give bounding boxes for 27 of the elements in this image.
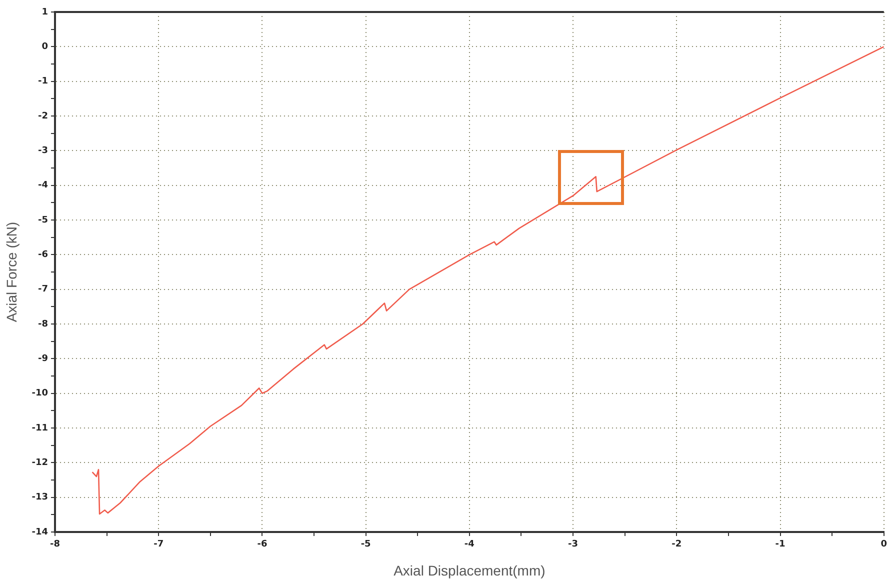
x-tick-label: -4 xyxy=(464,540,474,550)
x-tick-label: -8 xyxy=(50,540,60,550)
y-tick-label: 0 xyxy=(42,42,48,52)
x-tick-label: -2 xyxy=(672,540,682,550)
y-tick-label: -8 xyxy=(38,319,48,330)
y-tick-label: -5 xyxy=(38,215,48,226)
x-tick-label: -1 xyxy=(775,540,786,550)
x-axis-title: Axial Displacement(mm) xyxy=(394,562,546,578)
x-tick-label: -6 xyxy=(257,540,268,550)
y-tick-label: -14 xyxy=(32,527,48,538)
x-tick-label: 0 xyxy=(880,540,887,550)
y-tick-label: -12 xyxy=(32,458,48,468)
y-tick-label: -1 xyxy=(38,76,48,87)
x-tick-label: -7 xyxy=(154,540,164,550)
x-tick-label: -5 xyxy=(360,540,371,550)
y-axis-title: Axial Force (kN) xyxy=(3,222,20,322)
y-tick-label: -4 xyxy=(38,180,48,191)
y-tick-label: -9 xyxy=(38,354,48,364)
y-tick-label: -10 xyxy=(32,388,48,399)
y-tick-label: 1 xyxy=(42,7,48,18)
x-tick-label: -3 xyxy=(568,540,578,550)
y-tick-label: -2 xyxy=(38,111,48,122)
y-tick-label: -11 xyxy=(32,423,48,434)
y-tick-label: -6 xyxy=(38,250,48,260)
y-tick-label: -13 xyxy=(32,492,48,503)
y-tick-label: -3 xyxy=(38,146,48,156)
y-tick-label: -7 xyxy=(38,284,48,295)
